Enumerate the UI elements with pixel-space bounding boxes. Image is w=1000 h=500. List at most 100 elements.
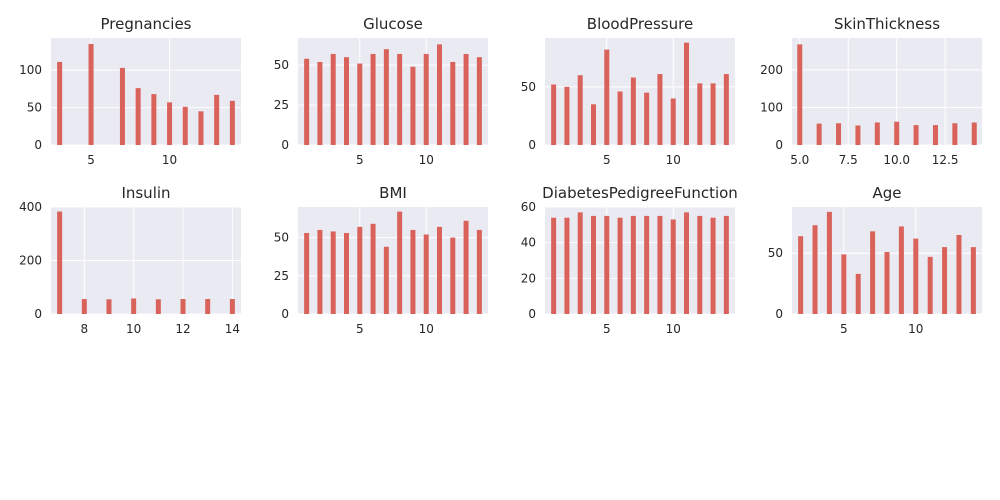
- histogram-bar: [450, 61, 456, 145]
- histogram-bar: [317, 61, 323, 145]
- histogram-bar: [214, 94, 220, 145]
- histogram-bar: [330, 231, 336, 314]
- histogram-bar: [131, 298, 137, 314]
- histogram-bar: [564, 86, 570, 145]
- histogram-bar: [450, 237, 456, 314]
- histogram-bar: [397, 211, 403, 314]
- histogram-bar: [437, 226, 443, 314]
- histogram-bar: [106, 299, 112, 314]
- axes-background: [545, 207, 735, 314]
- y-tick-label: 0: [775, 138, 783, 152]
- x-tick-label: 5: [356, 322, 364, 336]
- histogram-bar: [870, 231, 876, 314]
- histogram-bar: [476, 57, 482, 145]
- histogram-bar: [397, 53, 403, 145]
- histogram-bar: [697, 215, 703, 314]
- histogram-bar: [198, 111, 204, 145]
- histogram-bar: [423, 53, 429, 145]
- histogram-bar: [410, 229, 416, 314]
- axes-background: [298, 207, 488, 314]
- histogram-bar: [630, 215, 636, 314]
- histogram-bar: [630, 77, 636, 145]
- histogram-bar: [836, 123, 842, 145]
- histogram-bar: [577, 212, 583, 314]
- x-tick-label: 5: [603, 322, 611, 336]
- histogram-bar: [57, 61, 63, 145]
- x-tick-label: 10.0: [883, 153, 910, 167]
- histogram-bar: [383, 246, 389, 314]
- subplot-title: Age: [872, 184, 901, 202]
- x-tick-label: 5.0: [790, 153, 809, 167]
- histogram-bar: [304, 232, 310, 314]
- histogram-bar: [564, 217, 570, 314]
- histogram-bar: [826, 211, 832, 314]
- histogram-bar: [604, 215, 610, 314]
- histogram-bar: [812, 225, 818, 314]
- y-tick-label: 400: [19, 200, 42, 214]
- histogram-bar: [182, 106, 188, 145]
- histogram-bar: [657, 215, 663, 314]
- y-tick-label: 50: [768, 246, 783, 260]
- subplot-title: SkinThickness: [834, 15, 940, 33]
- axes-background: [298, 38, 488, 145]
- histogram-bar: [617, 91, 623, 145]
- y-tick-label: 0: [281, 138, 289, 152]
- x-tick-label: 12.5: [932, 153, 959, 167]
- histogram-bar: [463, 53, 469, 145]
- x-tick-label: 14: [225, 322, 240, 336]
- y-tick-label: 200: [19, 254, 42, 268]
- histogram-bar: [383, 49, 389, 145]
- subplot-insulin: Insulin 8 10 12 14 0 200 400: [19, 184, 241, 336]
- y-tick-label: 100: [19, 63, 42, 77]
- histogram-bar: [670, 219, 676, 314]
- histogram-bar: [723, 74, 729, 145]
- x-tick-label: 12: [175, 322, 190, 336]
- y-tick-label: 200: [760, 63, 783, 77]
- histogram-bar: [410, 66, 416, 145]
- histogram-bar: [370, 223, 376, 314]
- histogram-bar: [797, 44, 803, 145]
- histogram-bar: [590, 215, 596, 314]
- axes-background: [545, 38, 735, 145]
- histogram-bar: [551, 84, 557, 145]
- histogram-bar: [330, 53, 336, 145]
- x-tick-label: 10: [162, 153, 177, 167]
- histogram-bar: [971, 122, 977, 145]
- x-tick-label: 7.5: [839, 153, 858, 167]
- y-tick-label: 50: [521, 80, 536, 94]
- histogram-bar: [952, 123, 958, 145]
- axes-background: [51, 38, 241, 145]
- x-tick-label: 10: [419, 322, 434, 336]
- y-tick-label: 0: [281, 307, 289, 321]
- histogram-bar: [88, 43, 94, 145]
- histogram-bar: [577, 75, 583, 145]
- histogram-bar: [437, 44, 443, 145]
- histogram-bar: [343, 57, 349, 145]
- x-tick-label: 5: [356, 153, 364, 167]
- histogram-bar: [874, 122, 880, 145]
- histogram-bar: [913, 125, 919, 145]
- histogram-bar: [370, 53, 376, 145]
- histogram-bar: [644, 92, 650, 145]
- histogram-bar: [798, 236, 804, 314]
- x-tick-label: 5: [87, 153, 95, 167]
- subplot-glucose: Glucose 5 10 0 25 50: [274, 15, 488, 167]
- histogram-bar: [684, 42, 690, 145]
- y-tick-label: 50: [27, 101, 42, 115]
- histogram-bar: [884, 251, 890, 314]
- histogram-bar: [898, 226, 904, 314]
- histogram-bar: [684, 212, 690, 314]
- histogram-bar: [167, 102, 173, 145]
- x-tick-label: 10: [419, 153, 434, 167]
- subplot-title: BMI: [379, 184, 407, 202]
- histogram-bar: [841, 254, 847, 314]
- histogram-bar: [205, 299, 211, 314]
- x-tick-label: 5: [840, 322, 848, 336]
- histogram-bar: [135, 88, 141, 145]
- subplot-skinthickness: SkinThickness 5.0 7.5 10.0 12.5 0 100 200: [760, 15, 982, 167]
- histogram-bar: [894, 121, 900, 145]
- histogram-bar: [590, 104, 596, 145]
- y-tick-label: 50: [274, 231, 289, 245]
